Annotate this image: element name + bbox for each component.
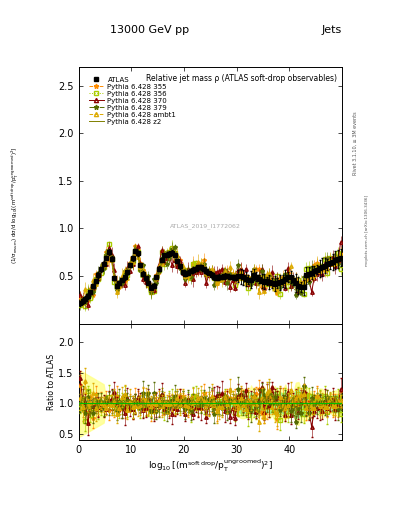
Text: Relative jet mass ρ (ATLAS soft-drop observables): Relative jet mass ρ (ATLAS soft-drop obs…	[146, 74, 337, 83]
Text: Jets: Jets	[321, 25, 342, 35]
Text: (1/σ$_{\rm resum}$) dσ/d log$_{10}$[(m$^{\rm soft\,drop}$/p$_{\rm T}^{\rm ungroo: (1/σ$_{\rm resum}$) dσ/d log$_{10}$[(m$^…	[10, 146, 21, 264]
Text: mcplots.cern.ch [arXiv:1306.3436]: mcplots.cern.ch [arXiv:1306.3436]	[365, 195, 369, 266]
Text: 13000 GeV pp: 13000 GeV pp	[110, 25, 189, 35]
Y-axis label: Ratio to ATLAS: Ratio to ATLAS	[47, 354, 55, 410]
Text: Rivet 3.1.10, ≥ 3M events: Rivet 3.1.10, ≥ 3M events	[353, 112, 358, 175]
X-axis label: $\log_{10}$[(m$^{\rm soft\,drop}$/p$_{\rm T}^{\rm ungroomed}$)$^{2}$]: $\log_{10}$[(m$^{\rm soft\,drop}$/p$_{\r…	[148, 458, 273, 474]
Text: ATLAS_2019_I1772062: ATLAS_2019_I1772062	[169, 223, 241, 229]
Legend: ATLAS, Pythia 6.428 355, Pythia 6.428 356, Pythia 6.428 370, Pythia 6.428 379, P: ATLAS, Pythia 6.428 355, Pythia 6.428 35…	[87, 75, 178, 126]
